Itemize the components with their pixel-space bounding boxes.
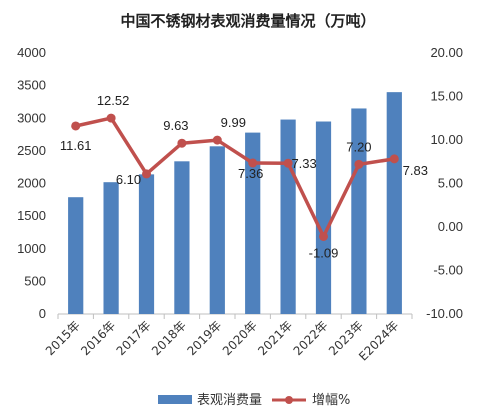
growth-point xyxy=(248,158,258,168)
legend-label-bar: 表观消费量 xyxy=(197,393,262,408)
bar-series xyxy=(68,92,402,315)
data-labels: 11.61 12.52 6.10 9.63 9.99 7.36 7.33 -1.09 7.20 7… xyxy=(60,93,428,260)
y-right-tick-label: 0.00 xyxy=(438,219,463,234)
growth-point xyxy=(283,158,293,168)
growth-line xyxy=(75,116,395,239)
x-tick-label: 2017年 xyxy=(114,318,154,358)
y-left-tick-label: 2500 xyxy=(17,143,46,158)
legend-label-line: 增幅% xyxy=(312,393,350,408)
growth-point xyxy=(212,135,222,145)
growth-point xyxy=(389,154,399,164)
data-label: 7.83 xyxy=(403,163,428,178)
x-tick-label: 2018年 xyxy=(149,318,189,358)
bar xyxy=(138,174,155,314)
bar xyxy=(245,132,261,314)
growth-point xyxy=(354,159,364,169)
y-left-tick-label: 1500 xyxy=(17,208,46,223)
growth-point xyxy=(106,113,116,123)
legend: 表观消费量 增幅% xyxy=(158,393,350,408)
bar xyxy=(280,119,296,315)
y-left-tick-label: 1000 xyxy=(17,241,46,256)
bar xyxy=(315,121,332,314)
legend-swatch-bar xyxy=(158,395,192,404)
x-tick-label: 2019年 xyxy=(184,318,224,358)
y-right-tick-label: 15.00 xyxy=(430,89,463,104)
y-right-tick-label: 5.00 xyxy=(438,176,463,191)
x-tick-label: 2022年 xyxy=(291,318,331,358)
growth-point xyxy=(142,169,151,179)
y-left-tick-label: 0 xyxy=(39,306,46,321)
data-label: 12.52 xyxy=(97,93,130,108)
y-right-tick-label: -5.00 xyxy=(433,263,463,278)
data-label: 11.61 xyxy=(60,138,92,153)
bar xyxy=(174,161,190,314)
data-label: 7.20 xyxy=(346,139,371,154)
x-tick-label: 2021年 xyxy=(255,318,295,358)
chart-title: 中国不锈钢材表观消费量情况（万吨） xyxy=(120,12,375,30)
bar xyxy=(209,146,225,314)
x-tick-label: 2020年 xyxy=(220,318,260,358)
line-series xyxy=(71,113,399,241)
data-label: -1.09 xyxy=(309,245,339,260)
bar xyxy=(351,108,367,315)
growth-point xyxy=(177,138,187,148)
legend-swatch-marker xyxy=(285,396,293,404)
y-right-tick-label: 10.00 xyxy=(430,132,463,147)
growth-point xyxy=(319,231,328,241)
data-label: 9.63 xyxy=(163,118,188,133)
data-label: 6.10 xyxy=(116,172,141,187)
y-left-tick-label: 4000 xyxy=(17,45,46,60)
data-label: 7.33 xyxy=(291,156,316,171)
y-left-tick-label: 2000 xyxy=(17,176,46,191)
y-right-tick-label: 20.00 xyxy=(430,45,463,60)
y-left-tick-label: 3000 xyxy=(17,110,46,125)
y-right-tick-label: -10.00 xyxy=(426,306,463,321)
data-label: 7.36 xyxy=(238,166,263,181)
bar xyxy=(103,182,119,314)
data-label: 9.99 xyxy=(221,115,246,130)
x-tick-label: 2015年 xyxy=(43,318,83,358)
y-left-tick-label: 500 xyxy=(24,273,46,288)
bar xyxy=(68,197,84,314)
y-left-tick-label: 3500 xyxy=(17,78,46,93)
growth-point xyxy=(71,121,81,131)
x-tick-label: 2016年 xyxy=(78,318,118,358)
bar xyxy=(386,92,402,315)
